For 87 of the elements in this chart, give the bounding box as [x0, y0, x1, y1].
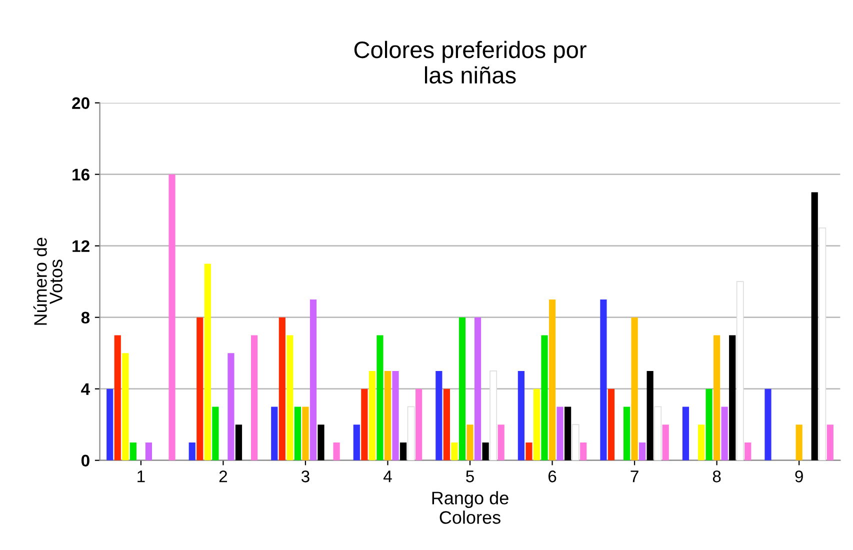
x-tick-label: 6 — [548, 470, 556, 482]
bar — [458, 317, 466, 460]
bar — [736, 281, 744, 460]
bar — [114, 335, 121, 460]
bar — [302, 406, 309, 460]
x-tick-label: 3 — [301, 470, 310, 482]
y-tick-label: 8 — [81, 312, 90, 324]
bar — [188, 442, 196, 460]
x-tick-label: 1 — [138, 470, 145, 482]
bar — [400, 442, 407, 460]
bar — [451, 442, 458, 460]
bar — [228, 353, 234, 460]
x-tick-label: 7 — [630, 470, 638, 482]
bar — [526, 442, 532, 460]
bar — [168, 174, 176, 460]
bar — [145, 442, 152, 460]
bar — [518, 370, 524, 460]
bar — [376, 335, 384, 460]
bar — [608, 388, 615, 460]
bar — [564, 406, 572, 460]
y-tick-label: 16 — [72, 168, 90, 181]
bar — [721, 406, 728, 460]
bar — [796, 424, 802, 460]
bar — [286, 335, 294, 460]
bar — [600, 299, 607, 460]
bar — [474, 317, 482, 460]
bar — [548, 299, 556, 460]
x-tick-label: 5 — [466, 470, 474, 482]
bar — [541, 335, 548, 460]
bar — [729, 335, 736, 460]
bar — [580, 442, 587, 460]
bar — [361, 388, 368, 460]
bar — [196, 317, 204, 460]
y-tick-label: 4 — [81, 383, 90, 395]
bar — [826, 424, 834, 460]
bar — [353, 424, 360, 460]
bar — [631, 317, 638, 460]
bar — [623, 406, 630, 460]
x-tick-label: 9 — [795, 470, 803, 482]
bar — [122, 353, 129, 460]
bar — [294, 406, 301, 460]
y-axis-title: Número de Votos — [33, 238, 62, 325]
bar — [368, 370, 376, 460]
bar — [407, 406, 415, 460]
bar — [318, 424, 324, 460]
bar — [204, 264, 211, 460]
bar — [572, 424, 580, 460]
bar — [698, 424, 705, 460]
chart-title: Colores preferidos por las niñas — [354, 40, 586, 84]
bar — [392, 370, 399, 460]
x-tick-label: 8 — [712, 470, 721, 482]
bar — [706, 388, 712, 460]
bar — [106, 388, 114, 460]
bar — [498, 424, 504, 460]
bar — [646, 370, 654, 460]
bar — [235, 424, 242, 460]
bar — [764, 388, 772, 460]
bar — [384, 370, 392, 460]
bar — [310, 299, 317, 460]
bar — [212, 406, 219, 460]
bar — [654, 406, 662, 460]
bar — [490, 370, 498, 460]
bar — [818, 228, 826, 460]
bar — [482, 442, 489, 460]
bar — [556, 406, 564, 460]
x-axis-title: Rango de Colores — [432, 491, 508, 524]
y-tick-label: 20 — [72, 97, 90, 110]
bar — [443, 388, 450, 460]
bar — [533, 388, 540, 460]
bar — [416, 388, 422, 460]
bar — [130, 442, 136, 460]
bar — [271, 406, 278, 460]
x-tick-label: 2 — [219, 470, 227, 482]
y-tick-label: 12 — [72, 240, 90, 252]
bar — [811, 192, 818, 460]
bar — [250, 335, 258, 460]
bar — [466, 424, 474, 460]
bar — [662, 424, 669, 460]
bar — [714, 335, 720, 460]
bar — [682, 406, 690, 460]
bar — [639, 442, 646, 460]
x-tick-label: 4 — [383, 470, 392, 482]
bar — [333, 442, 340, 460]
bar — [278, 317, 286, 460]
y-tick-label: 0 — [81, 454, 90, 467]
bar — [436, 370, 442, 460]
bar — [744, 442, 752, 460]
